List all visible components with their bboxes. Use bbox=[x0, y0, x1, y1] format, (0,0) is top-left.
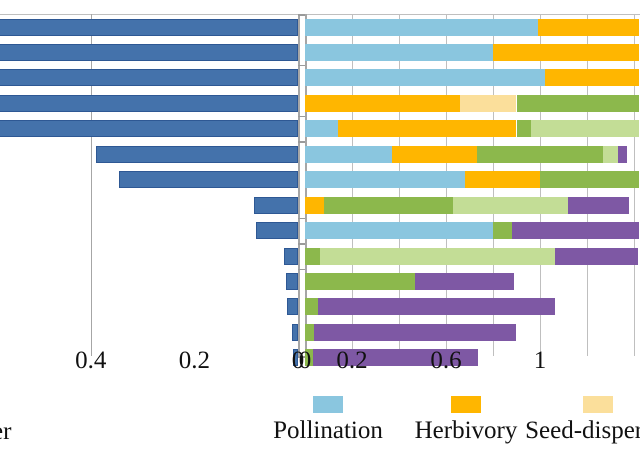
left-bar bbox=[95, 145, 298, 163]
left-panel-top-rule bbox=[0, 14, 300, 15]
stacked-bar-segment bbox=[493, 222, 512, 240]
table-row bbox=[305, 222, 640, 240]
left-bar bbox=[255, 222, 298, 240]
stacked-bar-segment bbox=[305, 222, 493, 240]
stacked-bar-segment bbox=[305, 323, 315, 341]
left-bar bbox=[286, 298, 298, 316]
table-row bbox=[305, 247, 640, 265]
stacked-bar-segment bbox=[305, 94, 461, 112]
stacked-bar-segment bbox=[555, 247, 638, 265]
stacked-bar-segment bbox=[476, 145, 604, 163]
table-row bbox=[305, 94, 640, 112]
chart-legend: Pollination Herbivory Seed-dispersal bbox=[0, 396, 640, 456]
stacked-bar-segment bbox=[540, 171, 639, 189]
left-gridline bbox=[90, 14, 92, 356]
stacked-bar-segment bbox=[544, 69, 639, 87]
table-row bbox=[305, 196, 640, 214]
table-row bbox=[305, 298, 640, 316]
right-axis-tick bbox=[298, 217, 305, 220]
right-panel-top-rule bbox=[305, 14, 640, 15]
right-axis-tick bbox=[298, 115, 305, 118]
stacked-bar-segment bbox=[453, 196, 569, 214]
stacked-bar-segment bbox=[305, 145, 392, 163]
right-axis-tick bbox=[298, 14, 305, 16]
legend-swatch-pollination bbox=[313, 396, 343, 413]
stacked-bar-segment bbox=[305, 273, 416, 290]
stacked-bar-segment bbox=[460, 94, 517, 112]
table-row bbox=[305, 171, 640, 189]
legend-swatch-seed-dispersal bbox=[583, 396, 613, 413]
stacked-bar-segment bbox=[493, 43, 639, 61]
stacked-bar-segment bbox=[305, 120, 338, 138]
stacked-bar-segment bbox=[516, 94, 639, 112]
legend-label-pollination: Pollination bbox=[273, 417, 383, 444]
right-axis-tick bbox=[298, 268, 305, 270]
right-axis-tick bbox=[298, 141, 305, 143]
stacked-bar-segment bbox=[617, 145, 627, 163]
left-bar-panel bbox=[0, 0, 300, 367]
left-bar bbox=[0, 18, 298, 36]
right-axis-tick-label: 0.6 bbox=[430, 347, 462, 374]
stacked-bar-segment bbox=[305, 247, 321, 265]
stacked-bar-segment bbox=[464, 171, 540, 189]
left-bar bbox=[291, 323, 298, 341]
table-row bbox=[305, 120, 640, 138]
stacked-bar-segment bbox=[391, 145, 477, 163]
left-bar bbox=[119, 171, 298, 189]
stacked-bar-segment bbox=[314, 323, 517, 341]
stacked-bar-segment bbox=[305, 69, 545, 87]
stacked-bar-segment bbox=[320, 247, 556, 265]
left-bar bbox=[253, 196, 298, 214]
right-axis-tick-label: 1 bbox=[533, 347, 547, 374]
stacked-bar-segment bbox=[317, 298, 556, 316]
right-axis-tick-label: 0 bbox=[298, 347, 312, 374]
table-row bbox=[305, 145, 640, 163]
legend-label-herbivory: Herbivory bbox=[414, 417, 518, 444]
stacked-bar-segment bbox=[305, 43, 493, 61]
left-bar bbox=[0, 69, 298, 87]
left-bar bbox=[292, 349, 298, 367]
legend-label-seed-dispersal: Seed-dispersal bbox=[525, 417, 640, 444]
left-axis-spine bbox=[298, 14, 300, 358]
stacked-bar-segment bbox=[313, 349, 478, 367]
left-bar bbox=[0, 120, 298, 138]
stacked-bar-segment bbox=[305, 349, 314, 367]
right-axis-tick-label: 0.2 bbox=[336, 347, 368, 374]
stacked-bar-segment bbox=[305, 298, 318, 316]
stacked-bar-segment bbox=[305, 18, 538, 36]
stacked-bar-segment bbox=[511, 222, 639, 240]
right-stacked-panel bbox=[298, 0, 640, 367]
stacked-bar-segment bbox=[337, 120, 517, 138]
stacked-bar-segment bbox=[603, 145, 618, 163]
table-row bbox=[305, 323, 640, 341]
table-row bbox=[305, 69, 640, 87]
right-axis-tick bbox=[298, 356, 305, 358]
left-axis-partial-label: er bbox=[0, 418, 12, 445]
stacked-bar-segment bbox=[516, 120, 531, 138]
table-row bbox=[305, 43, 640, 61]
right-axis-tick bbox=[298, 243, 305, 245]
table-row bbox=[305, 18, 640, 36]
stacked-bar-segment bbox=[305, 171, 465, 189]
left-bar bbox=[285, 273, 298, 290]
left-axis-tick-label: 0.2 bbox=[178, 347, 211, 374]
table-row bbox=[305, 273, 640, 290]
left-bar bbox=[0, 94, 298, 112]
left-bar bbox=[0, 43, 298, 61]
stacked-bar-segment bbox=[323, 196, 454, 214]
right-axis-tick bbox=[298, 64, 305, 67]
stacked-bar-segment bbox=[415, 273, 515, 290]
left-axis-tick-label: 0 bbox=[291, 347, 305, 374]
left-axis-tick-label: 0.4 bbox=[75, 347, 107, 374]
table-row bbox=[305, 349, 640, 367]
stacked-bar-segment bbox=[537, 18, 639, 36]
stacked-bar-segment bbox=[530, 120, 639, 138]
left-bar bbox=[284, 247, 298, 265]
legend-swatch-herbivory bbox=[451, 396, 481, 413]
stacked-bar-segment bbox=[305, 196, 324, 214]
stacked-bar-segment bbox=[568, 196, 630, 214]
